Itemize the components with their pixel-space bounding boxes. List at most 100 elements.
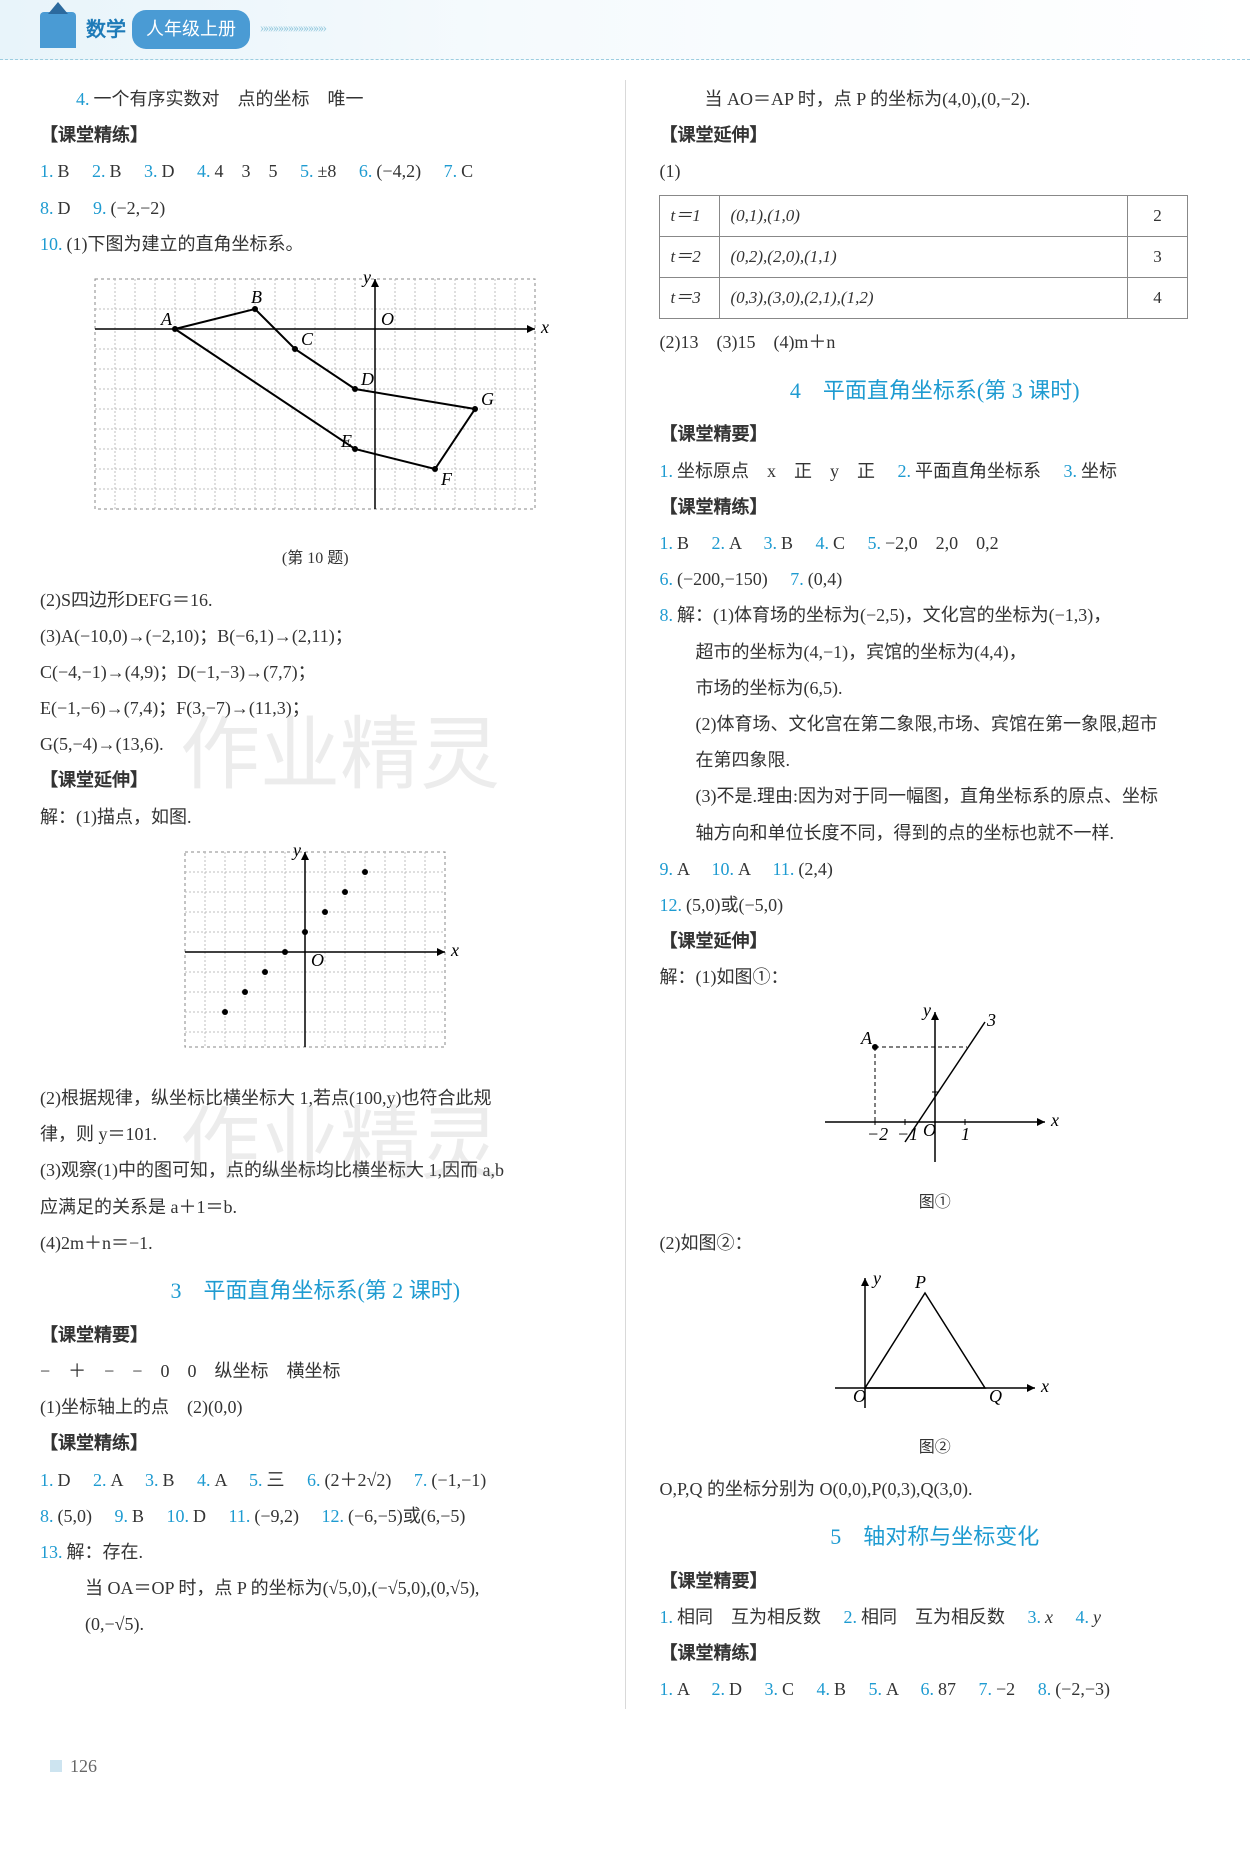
- svg-text:D: D: [360, 369, 374, 389]
- answer-line: 1.A 2.D 3.C 4.B 5.A 6.87 7.−2 8.(−2,−3): [659, 1672, 1210, 1706]
- answer-line: 1.B 2.B 3.D 4.4 3 5 5.±8 6.(−4,2) 7.C: [40, 154, 591, 188]
- svg-text:A: A: [860, 1028, 873, 1048]
- section-heading: 【课堂延伸】: [659, 924, 1210, 958]
- graph-fig1: x y O −2 −1 1 3 A 图①: [659, 1002, 1210, 1218]
- table-row: t＝3(0,3),(3,0),(2,1),(1,2)4: [660, 278, 1188, 319]
- section-heading: 【课堂延伸】: [40, 763, 591, 797]
- svg-text:A: A: [160, 309, 173, 329]
- content-columns: 作业精灵 作业精灵 4.一个有序实数对 点的坐标 唯一 【课堂精练】 1.B 2…: [0, 60, 1250, 1739]
- answer-line: 9.A 10.A 11.(2,4): [659, 852, 1210, 886]
- header-subject: 数学: [86, 11, 126, 49]
- svg-text:Q: Q: [989, 1386, 1002, 1406]
- text-line: (2)13 (3)15 (4)m＋n: [659, 325, 1210, 359]
- svg-text:B: B: [251, 287, 262, 307]
- text-line: 当 OA＝OP 时，点 P 的坐标为(√5,0),(−√5,0),(0,√5),: [40, 1571, 591, 1605]
- text-line: (2)体育场、文化宫在第二象限,市场、宾馆在第一象限,超市: [659, 707, 1210, 741]
- item-num: 13.: [40, 1542, 63, 1562]
- svg-text:y: y: [361, 269, 371, 287]
- answer-line: 8.(5,0) 9.B 10.D 11.(−9,2) 12.(−6,−5)或(6…: [40, 1499, 591, 1533]
- section-heading: 【课堂精要】: [659, 1564, 1210, 1598]
- yanshen-table: t＝1(0,1),(1,0)2 t＝2(0,2),(2,0),(1,1)3 t＝…: [659, 195, 1188, 320]
- right-column: 当 AO＝AP 时，点 P 的坐标为(4,0),(0,−2). 【课堂延伸】 (…: [659, 80, 1210, 1709]
- svg-text:y: y: [921, 1002, 931, 1020]
- svg-text:x: x: [1040, 1376, 1049, 1396]
- section-heading: 【课堂延伸】: [659, 118, 1210, 152]
- text-line: 解：(1)体育场的坐标为(−2,5)，文化宫的坐标为(−1,3)，: [677, 605, 1111, 625]
- lesson-title: 4 平面直角坐标系(第 3 课时): [659, 370, 1210, 412]
- graph-caption: 图①: [659, 1188, 1210, 1218]
- svg-text:y: y: [871, 1268, 881, 1288]
- text-line: (1)坐标轴上的点 (2)(0,0): [40, 1390, 591, 1424]
- svg-text:−2: −2: [867, 1124, 888, 1144]
- svg-text:y: y: [291, 842, 301, 860]
- answer-line: 12.(5,0)或(−5,0): [659, 888, 1210, 922]
- svg-text:O: O: [311, 950, 324, 970]
- item-num: 10.: [40, 234, 63, 254]
- page-header: 数学 人年级上册 »»»»»»»»»»»»»: [0, 0, 1250, 60]
- text-line: (3)观察(1)中的图可知，点的纵坐标均比横坐标大 1,因而 a,b: [40, 1153, 591, 1187]
- svg-text:C: C: [301, 329, 314, 349]
- book-icon: [40, 12, 76, 48]
- text-line: (2)根据规律，纵坐标比横坐标大 1,若点(100,y)也符合此规: [40, 1081, 591, 1115]
- table-row: t＝2(0,2),(2,0),(1,1)3: [660, 236, 1188, 277]
- graph-fig2: x y O P Q 图②: [659, 1268, 1210, 1464]
- section-heading: 【课堂精练】: [659, 1636, 1210, 1670]
- section-heading: 【课堂精要】: [659, 417, 1210, 451]
- svg-text:E: E: [340, 431, 352, 451]
- svg-text:1: 1: [961, 1124, 970, 1144]
- page-number: 126: [0, 1739, 1250, 1803]
- column-divider: [625, 80, 626, 1709]
- text-line: (1)下图为建立的直角坐标系。: [67, 234, 304, 254]
- chevron-icon: »»»»»»»»»»»»»: [260, 16, 325, 43]
- text-line: − ＋ − − 0 0 纵坐标 横坐标: [40, 1354, 591, 1388]
- text-line: (4)2m＋n＝−1.: [40, 1226, 591, 1260]
- left-column: 4.一个有序实数对 点的坐标 唯一 【课堂精练】 1.B 2.B 3.D 4.4…: [40, 80, 591, 1709]
- text-line: (1): [659, 154, 1210, 188]
- text-line: (0,−√5).: [40, 1607, 591, 1641]
- lesson-title: 3 平面直角坐标系(第 2 课时): [40, 1270, 591, 1312]
- section-heading: 【课堂精练】: [40, 1426, 591, 1460]
- graph-yanshen: x y O: [40, 842, 591, 1073]
- svg-text:P: P: [914, 1272, 926, 1292]
- svg-text:G: G: [481, 389, 494, 409]
- svg-text:O: O: [853, 1386, 866, 1406]
- svg-text:x: x: [1050, 1110, 1059, 1130]
- text-line: (3)A(−10,0)→(−2,10)；B(−6,1)→(2,11)；: [40, 619, 591, 653]
- text-line: (2)如图②：: [659, 1226, 1210, 1260]
- text-line: 解：存在.: [67, 1542, 144, 1562]
- text-line: 应满足的关系是 a＋1＝b.: [40, 1190, 591, 1224]
- svg-text:O: O: [381, 309, 394, 329]
- svg-text:O: O: [923, 1120, 936, 1140]
- svg-text:F: F: [440, 469, 453, 489]
- text-line: C(−4,−1)→(4,9)；D(−1,−3)→(7,7)；: [40, 655, 591, 689]
- answer-line: 1.坐标原点 x 正 y 正 2.平面直角坐标系 3.坐标: [659, 454, 1210, 488]
- answer-line: 8.D 9.(−2,−2): [40, 191, 591, 225]
- text-line: 轴方向和单位长度不同，得到的点的坐标也就不一样.: [659, 816, 1210, 850]
- answer-line: 1.D 2.A 3.B 4.A 5.三 6.(2＋2√2) 7.(−1,−1): [40, 1463, 591, 1497]
- svg-text:x: x: [450, 940, 459, 960]
- lesson-title: 5 轴对称与坐标变化: [659, 1516, 1210, 1558]
- graph-q10: x y O A B C D G F E (第 10: [40, 269, 591, 575]
- text-line: (3)不是.理由:因为对于同一幅图，直角坐标系的原点、坐标: [659, 779, 1210, 813]
- answer-line: 1.相同 互为相反数 2.相同 互为相反数 3.x 4.y: [659, 1600, 1210, 1634]
- item-num: 4.: [76, 89, 90, 109]
- section-heading: 【课堂精要】: [40, 1318, 591, 1352]
- text-line: 律，则 y＝101.: [40, 1117, 591, 1151]
- text-line: G(5,−4)→(13,6).: [40, 727, 591, 761]
- answer-line: 1.B 2.A 3.B 4.C 5.−2,0 2,0 0,2: [659, 526, 1210, 560]
- section-heading: 【课堂精练】: [40, 118, 591, 152]
- answer-line: 6.(−200,−150) 7.(0,4): [659, 562, 1210, 596]
- text-line: E(−1,−6)→(7,4)；F(3,−7)→(11,3)；: [40, 691, 591, 725]
- text-line: 当 AO＝AP 时，点 P 的坐标为(4,0),(0,−2).: [659, 82, 1210, 116]
- graph-caption: 图②: [659, 1433, 1210, 1463]
- text-line: 市场的坐标为(6,5).: [659, 671, 1210, 705]
- text-line: 超市的坐标为(4,−1)，宾馆的坐标为(4,4)，: [659, 635, 1210, 669]
- graph-caption: (第 10 题): [40, 544, 591, 574]
- section-heading: 【课堂精练】: [659, 490, 1210, 524]
- text-line: 一个有序实数对 点的坐标 唯一: [94, 89, 364, 109]
- text-line: O,P,Q 的坐标分别为 O(0,0),P(0,3),Q(3,0).: [659, 1472, 1210, 1506]
- table-row: t＝1(0,1),(1,0)2: [660, 195, 1188, 236]
- text-line: 在第四象限.: [659, 743, 1210, 777]
- text-line: 解：(1)描点，如图.: [40, 800, 591, 834]
- item-num: 8.: [659, 605, 673, 625]
